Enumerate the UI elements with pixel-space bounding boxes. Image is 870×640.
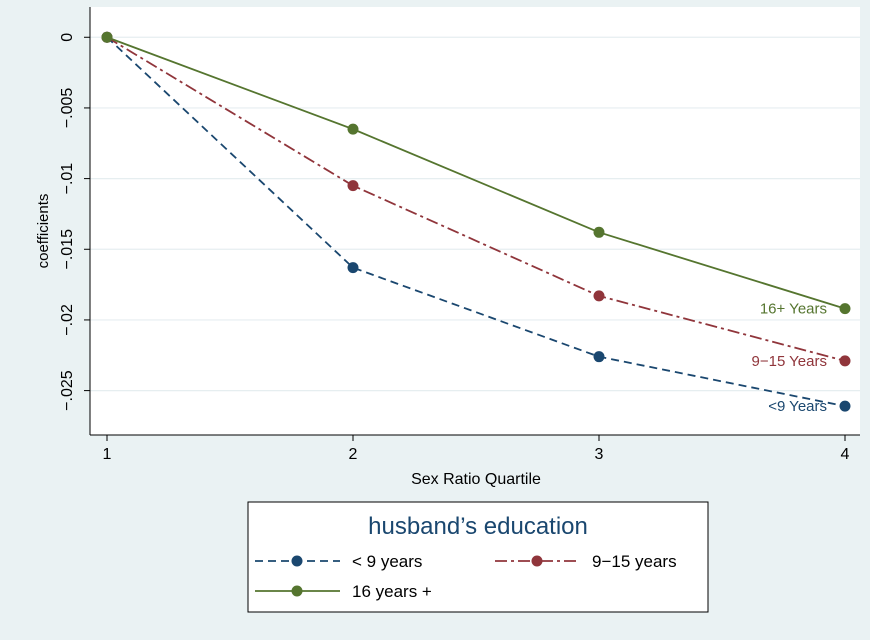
- grid-lines: [90, 36, 860, 392]
- data-point-s0-2: [593, 351, 605, 363]
- legend-marker-2: [291, 585, 303, 597]
- legend-items: < 9 years 9−15 years 16 years +: [255, 552, 677, 601]
- end-label-0: <9 Years: [768, 398, 827, 415]
- y-tick-label-0: 0: [59, 33, 76, 42]
- x-tick-label-2: 3: [595, 446, 604, 463]
- x-axis-label: Sex Ratio Quartile: [411, 471, 541, 488]
- y-tick-label-5: −.025: [59, 370, 76, 411]
- legend-box: [247, 501, 709, 613]
- y-axis-label: coefficients: [35, 194, 52, 269]
- data-point-s2-2: [593, 226, 605, 238]
- y-ticks: 0 −.005 −.01 −.015 −.02 −.025: [59, 33, 90, 411]
- legend-label-2: 16 years +: [352, 582, 432, 601]
- data-point-s1-3: [839, 355, 851, 367]
- x-tick-label-0: 1: [103, 446, 112, 463]
- y-tick-label-3: −.015: [59, 229, 76, 270]
- plot-area: [90, 7, 860, 435]
- y-tick-label-4: −.02: [59, 304, 76, 336]
- data-point-s1-2: [593, 290, 605, 302]
- legend-title: husband’s education: [368, 513, 588, 540]
- end-label-2: 16+ Years: [760, 301, 827, 318]
- x-ticks: 1 2 3 4: [103, 435, 850, 463]
- legend: husband’s education < 9 years 9−15 years 1…: [247, 501, 709, 613]
- series-line-1: [106, 36, 846, 362]
- end-label-1: 9−15 Years: [752, 353, 828, 370]
- x-tick-label-3: 4: [841, 446, 850, 463]
- legend-marker-0: [291, 555, 303, 567]
- series-line-2: [106, 36, 846, 310]
- data-point-s0-1: [347, 262, 359, 274]
- data-point-s2-0: [101, 31, 113, 43]
- end-labels: <9 Years 9−15 Years 16+ Years: [752, 301, 828, 416]
- data-point-s0-3: [839, 400, 851, 412]
- y-tick-label-1: −.005: [59, 88, 76, 129]
- x-tick-label-1: 2: [349, 446, 358, 463]
- data-point-s1-1: [347, 180, 359, 192]
- legend-marker-1: [531, 555, 543, 567]
- data-point-s2-1: [347, 123, 359, 135]
- legend-label-0: < 9 years: [352, 552, 422, 571]
- legend-label-1: 9−15 years: [592, 552, 677, 571]
- y-tick-label-2: −.01: [59, 163, 76, 195]
- data-point-s2-3: [839, 303, 851, 315]
- series-group: [101, 31, 851, 412]
